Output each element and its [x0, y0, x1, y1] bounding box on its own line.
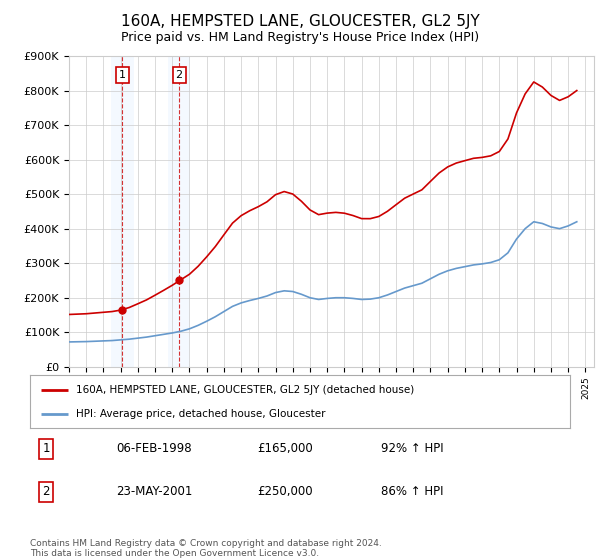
Text: Contains HM Land Registry data © Crown copyright and database right 2024.
This d: Contains HM Land Registry data © Crown c… — [30, 539, 382, 558]
Bar — [168, 56, 190, 367]
Text: Price paid vs. HM Land Registry's House Price Index (HPI): Price paid vs. HM Land Registry's House … — [121, 31, 479, 44]
Text: 1: 1 — [119, 70, 126, 80]
Text: 23-MAY-2001: 23-MAY-2001 — [116, 486, 193, 498]
Text: £165,000: £165,000 — [257, 442, 313, 455]
Text: 2: 2 — [176, 70, 183, 80]
Bar — [111, 56, 134, 367]
Text: 160A, HEMPSTED LANE, GLOUCESTER, GL2 5JY (detached house): 160A, HEMPSTED LANE, GLOUCESTER, GL2 5JY… — [76, 385, 414, 395]
Text: 92% ↑ HPI: 92% ↑ HPI — [381, 442, 443, 455]
Text: 160A, HEMPSTED LANE, GLOUCESTER, GL2 5JY: 160A, HEMPSTED LANE, GLOUCESTER, GL2 5JY — [121, 14, 479, 29]
Text: 1: 1 — [43, 442, 50, 455]
Text: HPI: Average price, detached house, Gloucester: HPI: Average price, detached house, Glou… — [76, 409, 325, 419]
Text: £250,000: £250,000 — [257, 486, 313, 498]
Text: 2: 2 — [43, 486, 50, 498]
Text: 86% ↑ HPI: 86% ↑ HPI — [381, 486, 443, 498]
Text: 06-FEB-1998: 06-FEB-1998 — [116, 442, 192, 455]
